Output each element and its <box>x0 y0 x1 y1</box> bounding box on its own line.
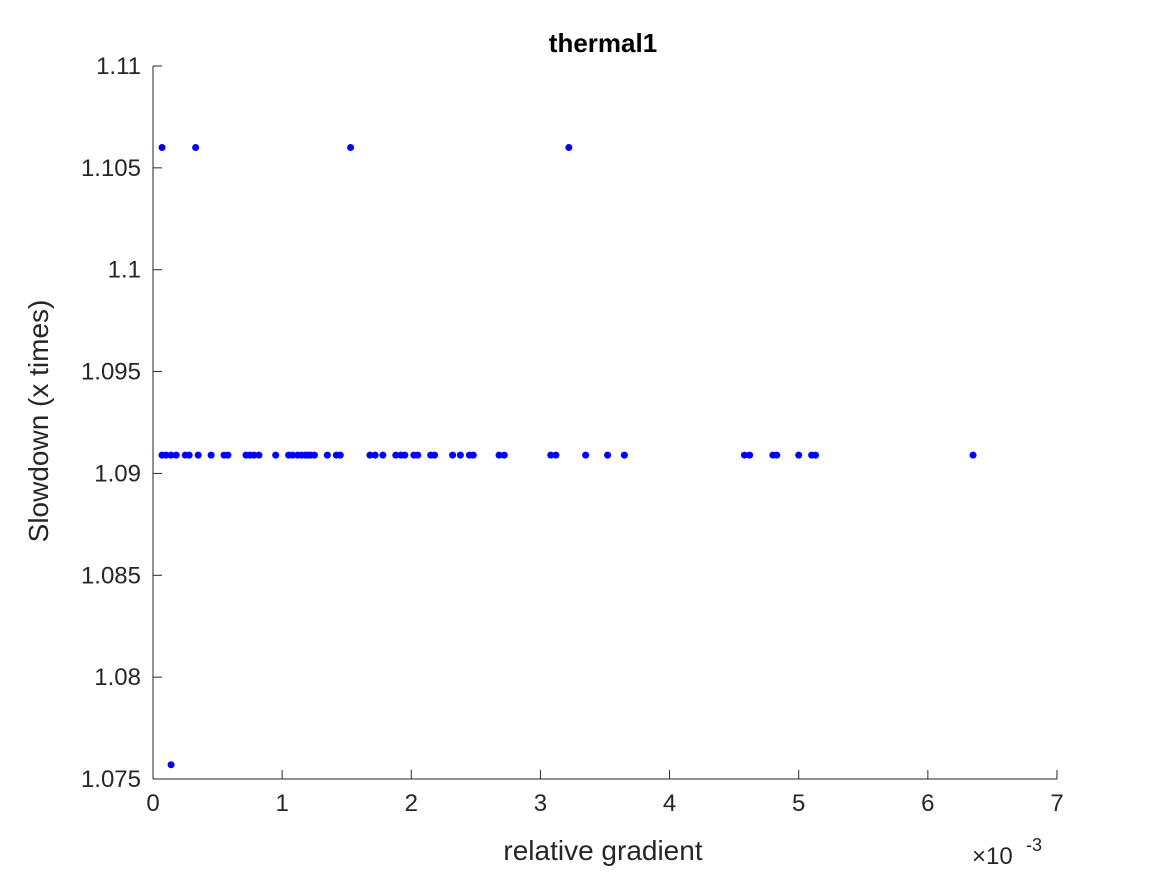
x-tick-label: 1 <box>275 790 288 817</box>
data-point <box>336 451 344 459</box>
data-point <box>288 451 296 459</box>
data-point <box>469 451 477 459</box>
x-exponent-power: -3 <box>1026 835 1042 855</box>
data-point <box>495 451 503 459</box>
ticks: 0 1 2 3 4 5 6 7 1.075 1.08 1.085 1.09 1.095 1.1 1.105 1… <box>81 53 1064 817</box>
data-point <box>167 761 175 769</box>
x-tick-label: 4 <box>663 790 676 817</box>
x-tick-label: 3 <box>534 790 547 817</box>
data-point <box>773 451 781 459</box>
data-point <box>224 451 232 459</box>
y-tick-label: 1.08 <box>94 664 141 691</box>
data-point <box>812 451 820 459</box>
data-point <box>255 451 263 459</box>
data-point <box>582 451 590 459</box>
x-tick-label: 7 <box>1050 790 1063 817</box>
data-point <box>379 451 387 459</box>
x-exponent-base: ×10 <box>972 843 1013 870</box>
data-point <box>207 451 215 459</box>
chart-title: thermal1 <box>549 28 657 58</box>
x-axis-exponent: ×10 -3 <box>972 835 1042 870</box>
data-point <box>456 451 464 459</box>
y-tick-label: 1.09 <box>94 460 141 487</box>
data-point <box>185 451 193 459</box>
data-point <box>740 451 748 459</box>
y-tick-label: 1.11 <box>96 53 141 80</box>
data-point <box>620 451 628 459</box>
x-tick-label: 0 <box>146 790 159 817</box>
data-point <box>795 451 803 459</box>
x-tick-label: 6 <box>921 790 934 817</box>
data-point <box>969 451 977 459</box>
data-point <box>192 143 200 151</box>
data-point <box>194 451 202 459</box>
x-tick-label: 5 <box>792 790 805 817</box>
data-point <box>272 451 280 459</box>
data-point <box>552 451 560 459</box>
data-point <box>371 451 379 459</box>
y-tick-label: 1.1 <box>108 257 141 284</box>
data-point <box>366 451 374 459</box>
data-point <box>310 451 318 459</box>
data-point <box>323 451 331 459</box>
x-tick-label: 2 <box>405 790 418 817</box>
x-axis-label: relative gradient <box>503 835 702 866</box>
data-points <box>158 143 977 769</box>
data-point <box>431 451 439 459</box>
y-axis-label: Slowdown (x times) <box>23 300 54 543</box>
data-point <box>347 143 355 151</box>
data-point <box>162 451 170 459</box>
axes <box>152 66 1057 780</box>
data-point <box>746 451 754 459</box>
y-tick-label: 1.085 <box>81 562 141 589</box>
data-point <box>449 451 457 459</box>
data-point <box>250 451 258 459</box>
data-point <box>547 451 555 459</box>
data-point <box>604 451 612 459</box>
data-point <box>158 143 166 151</box>
y-tick-label: 1.095 <box>81 359 141 386</box>
y-tick-label: 1.105 <box>81 155 141 182</box>
data-point <box>414 451 422 459</box>
data-point <box>392 451 400 459</box>
data-point <box>172 451 180 459</box>
y-tick-label: 1.075 <box>81 766 141 793</box>
data-point <box>167 451 175 459</box>
data-point <box>401 451 409 459</box>
data-point <box>565 143 573 151</box>
data-point <box>500 451 508 459</box>
